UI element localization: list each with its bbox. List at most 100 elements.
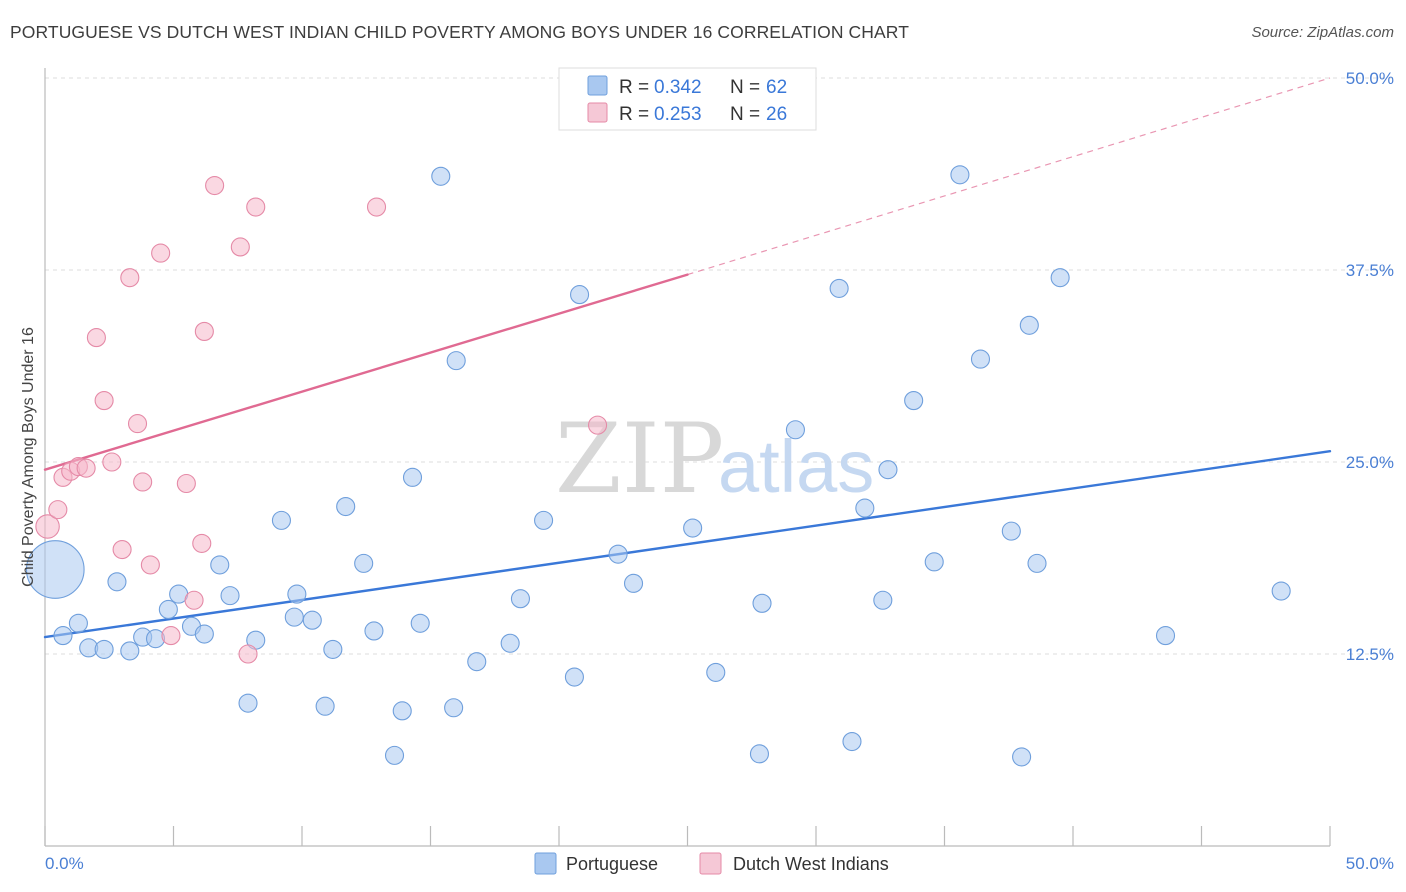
point-portuguese [534, 510, 554, 530]
point-dutch-west-indians [112, 540, 132, 560]
y-tick-label: 12.5% [1346, 645, 1394, 664]
point-portuguese [1271, 581, 1291, 601]
point-dutch-west-indians [230, 237, 250, 257]
point-portuguese [384, 745, 405, 765]
point-dutch-west-indians [76, 458, 96, 478]
point-portuguese [315, 696, 335, 716]
point-portuguese [570, 285, 590, 305]
series-legend-swatch-dutch-west-indians [699, 852, 722, 875]
point-portuguese [785, 420, 805, 440]
point-portuguese [1027, 553, 1047, 573]
point-dutch-west-indians [86, 328, 106, 348]
point-dutch-west-indians [192, 533, 212, 553]
data-points [25, 165, 1291, 767]
point-portuguese [564, 667, 584, 687]
y-tick-label: 50.0% [1346, 69, 1394, 88]
point-portuguese [904, 391, 924, 411]
series-legend-swatch-portuguese [534, 852, 557, 875]
point-portuguese [467, 652, 487, 672]
point-portuguese [323, 639, 343, 659]
point-portuguese [752, 593, 772, 613]
trend-line-dutch-west-indians [43, 273, 689, 471]
point-portuguese [25, 540, 85, 599]
point-portuguese [500, 633, 520, 653]
point-portuguese [950, 165, 970, 185]
point-portuguese [431, 166, 451, 186]
point-portuguese [302, 610, 322, 630]
point-portuguese [623, 573, 644, 593]
legend-r-value-portuguese: 0.342 [654, 77, 702, 98]
point-dutch-west-indians [366, 197, 387, 217]
point-portuguese [220, 586, 240, 606]
point-portuguese [855, 498, 875, 518]
trend-lines [43, 77, 1332, 639]
point-portuguese [1012, 747, 1032, 767]
legend-r-label-portuguese: R = [619, 77, 649, 98]
point-portuguese [510, 589, 531, 609]
x-tick-label-max: 50.0% [1346, 854, 1394, 873]
point-dutch-west-indians [140, 555, 160, 575]
point-portuguese [287, 584, 307, 604]
trend-line-extension-dutch-west-indians [687, 77, 1331, 276]
point-portuguese [68, 613, 88, 633]
x-tick-label-min: 0.0% [45, 854, 84, 873]
point-portuguese [94, 639, 114, 659]
point-portuguese [194, 624, 214, 644]
legend-swatch-dutch-west-indians [587, 102, 608, 123]
point-portuguese [354, 553, 374, 573]
point-dutch-west-indians [161, 626, 181, 646]
point-portuguese [970, 349, 991, 369]
point-portuguese [873, 590, 893, 610]
y-tick-label: 37.5% [1346, 261, 1394, 280]
point-portuguese [284, 607, 304, 627]
legend-r-label-dutch: R = [619, 104, 649, 125]
point-portuguese [120, 641, 140, 661]
point-portuguese [683, 518, 703, 538]
legend-n-value-portuguese: 62 [766, 77, 787, 98]
point-portuguese [608, 544, 628, 564]
watermark-zip: ZIP [555, 403, 724, 515]
grid-lines [45, 77, 1394, 655]
legend-n-label-portuguese: N = [730, 77, 760, 98]
point-portuguese [402, 467, 423, 487]
point-dutch-west-indians [133, 472, 153, 492]
point-portuguese [444, 698, 464, 718]
point-portuguese [336, 496, 356, 517]
point-portuguese [842, 732, 862, 752]
point-portuguese [878, 460, 898, 480]
point-portuguese [238, 693, 258, 713]
legend-swatch-portuguese [587, 75, 608, 96]
point-dutch-west-indians [48, 500, 68, 520]
point-dutch-west-indians [194, 321, 214, 341]
point-dutch-west-indians [587, 415, 608, 435]
point-dutch-west-indians [102, 452, 122, 472]
legend-r-value-dutch: 0.253 [654, 104, 702, 125]
point-dutch-west-indians [205, 175, 225, 196]
point-portuguese [145, 629, 166, 649]
point-portuguese [53, 626, 73, 646]
point-dutch-west-indians [246, 197, 266, 217]
point-portuguese [271, 510, 291, 530]
point-portuguese [706, 662, 726, 682]
point-dutch-west-indians [127, 414, 148, 434]
point-portuguese [107, 572, 127, 592]
chart-title: PORTUGUESE VS DUTCH WEST INDIAN CHILD PO… [10, 22, 910, 42]
y-axis-title: Child Poverty Among Boys Under 16 [20, 327, 37, 587]
series-legend: Portuguese Dutch West Indians [534, 852, 889, 875]
y-tick-labels: 12.5% 25.0% 37.5% 50.0% [1346, 69, 1394, 664]
series-legend-label-portuguese: Portuguese [566, 854, 658, 874]
point-dutch-west-indians [94, 391, 114, 411]
point-dutch-west-indians [184, 590, 204, 610]
point-portuguese [1001, 521, 1021, 541]
point-portuguese [1155, 626, 1176, 646]
point-portuguese [924, 552, 944, 572]
point-dutch-west-indians [176, 473, 196, 494]
point-dutch-west-indians [238, 644, 258, 664]
series-legend-label-dutch-west-indians: Dutch West Indians [733, 854, 889, 874]
correlation-legend: R = 0.342 N = 62 R = 0.253 N = 26 [558, 67, 817, 131]
point-portuguese [410, 613, 430, 633]
point-dutch-west-indians [35, 514, 60, 539]
legend-n-label-dutch: N = [730, 104, 760, 125]
x-axis-ticks [44, 826, 1331, 846]
point-portuguese [446, 351, 466, 371]
